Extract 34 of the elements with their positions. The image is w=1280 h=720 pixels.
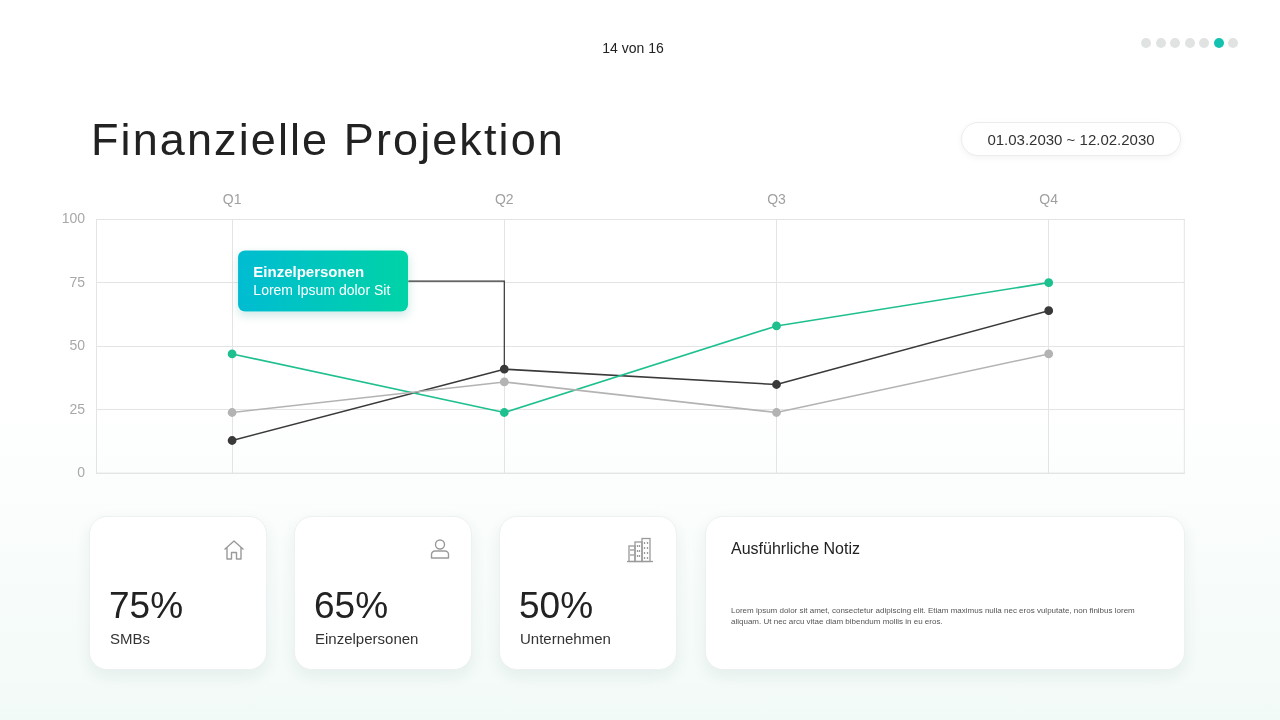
text: 75%: [109, 585, 184, 627]
annotation: Einzelpersonen: [253, 262, 366, 281]
text: 50%: [519, 585, 594, 627]
chart-subtitle: 01.03.2030 ~ 12.02.2030: [987, 130, 1155, 148]
y-tick-label: 100: [61, 209, 86, 226]
text: Unternehmen: [520, 630, 611, 648]
point: [1044, 278, 1054, 288]
chart-title: Finanzielle Projektion: [91, 114, 565, 166]
point: [1044, 306, 1054, 316]
x-tick-label: Q3: [767, 191, 787, 208]
text: 65%: [314, 585, 389, 627]
text: Einzelpersonen: [315, 630, 419, 648]
point: [227, 436, 237, 445]
y-tick-label: 25: [69, 400, 86, 417]
annotation: Lorem Ipsum dolor Sit: [253, 280, 391, 299]
point: [499, 377, 509, 387]
y-tick-label: 75: [69, 273, 86, 290]
x-tick-label: Q2: [494, 191, 514, 208]
y-tick-label: 0: [77, 464, 86, 481]
point: [227, 408, 237, 417]
point: [772, 408, 781, 417]
x-tick-label: Q4: [1039, 191, 1059, 208]
point: [227, 349, 237, 359]
text: Ausführliche Notiz: [731, 539, 860, 559]
text: Lorem ipsum dolor sit amet, consectetur adipiscing elit. Etiam maximus nulla nec eros vulputate, non finibus lorem aliquam. Ut nec arcu vitae diam bibendum mollis in eu eros.: [731, 605, 1136, 627]
point: [772, 321, 781, 331]
point: [772, 380, 781, 389]
text: 14 von 16: [601, 40, 665, 57]
point: [1044, 349, 1054, 359]
point: [499, 364, 509, 374]
x-tick-label: Q1: [222, 191, 242, 208]
text: SMBs: [110, 630, 151, 648]
point: [499, 408, 509, 417]
y-tick-label: 50: [69, 337, 86, 354]
